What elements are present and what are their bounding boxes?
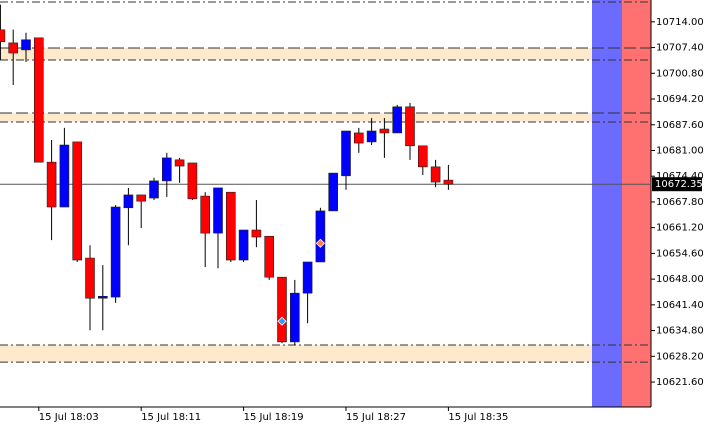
candle-body bbox=[136, 194, 146, 202]
candle-body bbox=[200, 195, 210, 234]
candle-body bbox=[277, 276, 287, 343]
marker bbox=[315, 238, 325, 248]
y-tick-label: 10648.00 bbox=[656, 274, 704, 285]
price-label: 10672.35 bbox=[655, 179, 703, 190]
y-tick-label: 10661.20 bbox=[656, 223, 704, 234]
x-tick-label: 15 Jul 18:27 bbox=[346, 412, 406, 423]
candle-body bbox=[33, 37, 44, 163]
y-tick-label: 10634.80 bbox=[656, 326, 704, 337]
y-tick-label: 10667.80 bbox=[656, 197, 704, 208]
candle-body bbox=[226, 191, 236, 261]
candle-body bbox=[430, 166, 441, 183]
candle-body bbox=[187, 162, 198, 200]
y-tick-label: 10641.40 bbox=[656, 300, 704, 311]
y-tick-label: 10621.60 bbox=[656, 377, 704, 388]
y-tick-label: 10720.60 bbox=[656, 0, 704, 2]
zone bbox=[0, 113, 592, 123]
candle-body bbox=[251, 229, 262, 238]
candle-body bbox=[302, 261, 313, 294]
candle-body bbox=[8, 42, 18, 54]
candle-body bbox=[264, 235, 275, 278]
y-tick-label: 10687.60 bbox=[656, 120, 704, 131]
zone bbox=[0, 47, 592, 61]
candle-body bbox=[98, 295, 108, 299]
candle-body bbox=[238, 229, 249, 261]
candle-body bbox=[0, 29, 6, 43]
candle-body bbox=[85, 257, 95, 299]
price-box bbox=[652, 177, 702, 192]
candle-body bbox=[341, 130, 351, 177]
x-tick-label: 15 Jul 18:03 bbox=[39, 412, 99, 423]
x-tick-label: 15 Jul 18:35 bbox=[448, 412, 508, 423]
zone bbox=[0, 345, 592, 363]
candle-body bbox=[379, 128, 390, 134]
candle-body bbox=[21, 39, 31, 51]
y-tick-label: 10714.00 bbox=[656, 17, 704, 28]
y-tick-label: 10681.00 bbox=[656, 145, 704, 156]
marker bbox=[277, 316, 287, 326]
candle-body bbox=[110, 206, 121, 298]
candle-body bbox=[213, 187, 223, 234]
y-tick-label: 10700.80 bbox=[656, 68, 704, 79]
candle-body bbox=[162, 157, 172, 182]
candle-body bbox=[405, 106, 415, 147]
x-tick-label: 15 Jul 18:11 bbox=[141, 412, 201, 423]
candle-body bbox=[59, 144, 70, 208]
candle-body bbox=[174, 159, 185, 167]
y-tick-label: 10628.20 bbox=[656, 351, 704, 362]
candle-body bbox=[328, 172, 339, 212]
candle-body bbox=[315, 210, 326, 263]
candle-body bbox=[366, 130, 377, 143]
candle-body bbox=[46, 161, 57, 208]
candle-body bbox=[149, 180, 159, 199]
red-band bbox=[622, 0, 651, 407]
y-tick-label: 10707.40 bbox=[656, 43, 704, 54]
y-tick-label: 10654.60 bbox=[656, 248, 704, 259]
y-tick-label: 10674.40 bbox=[656, 171, 704, 182]
candle-body bbox=[72, 141, 82, 261]
candle-body bbox=[417, 145, 428, 168]
candle-body bbox=[353, 132, 364, 144]
candle-body bbox=[123, 194, 134, 209]
candle-body bbox=[289, 292, 300, 343]
y-tick-label: 10694.20 bbox=[656, 94, 704, 105]
blue-band bbox=[592, 0, 622, 407]
x-tick-label: 15 Jul 18:19 bbox=[244, 412, 304, 423]
candle-body bbox=[443, 179, 454, 185]
candle-body bbox=[392, 106, 403, 134]
